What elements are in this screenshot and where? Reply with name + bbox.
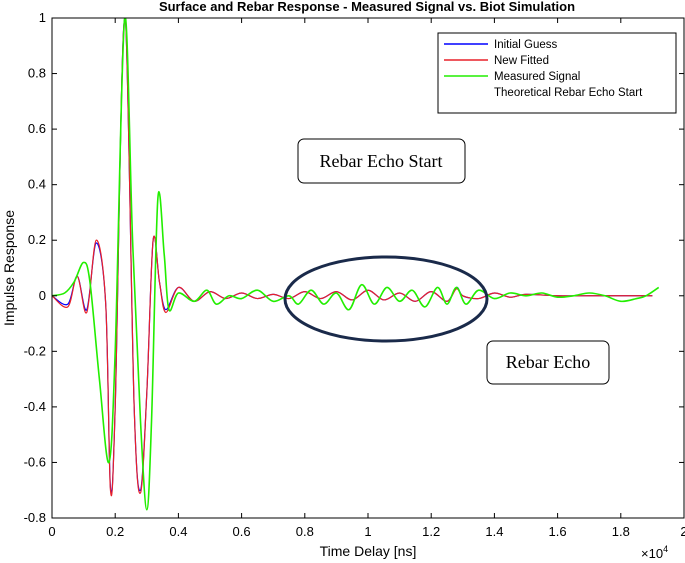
x-tick-label: 0.6 (233, 524, 251, 539)
x-axis-label: Time Delay [ns] (320, 543, 417, 559)
chart-title: Surface and Rebar Response - Measured Si… (159, 0, 575, 14)
legend-box (437, 32, 677, 114)
x-tick-label: 2 (680, 524, 685, 539)
annotation-echo-start: Rebar Echo Start (297, 138, 466, 184)
x-tick-label: 1.4 (485, 524, 503, 539)
legend-label: Initial Guess (494, 39, 558, 51)
x-tick-label: 1.2 (422, 524, 440, 539)
y-tick-label: 0.6 (28, 121, 46, 136)
echo-start-box (297, 138, 466, 184)
y-tick-label: -0.8 (24, 510, 46, 525)
echo-label: Rebar Echo (506, 352, 590, 372)
series-line-new-fitted (52, 18, 653, 497)
annotation-echo: Rebar Echo (486, 340, 610, 385)
echo-ellipse (283, 255, 489, 343)
legend: Initial Guess New Fitted Measured Signal Th… (437, 32, 677, 114)
y-tick-label: -0.4 (24, 399, 46, 414)
legend-label: Measured Signal (494, 71, 580, 83)
y-tick-label: 1 (39, 10, 46, 25)
y-axis-label: Impulse Response (1, 210, 17, 326)
y-tick-label: 0.8 (28, 66, 46, 81)
y-tick-label: -0.2 (24, 343, 46, 358)
legend-label: New Fitted (494, 55, 549, 67)
y-tick-label: -0.6 (24, 454, 46, 469)
x-tick-label: 1.8 (612, 524, 630, 539)
x-tick-label: 0.2 (106, 524, 124, 539)
x-tick-label: 0.4 (169, 524, 187, 539)
x-tick-label: 0.8 (296, 524, 314, 539)
x-tick-label: 0 (48, 524, 55, 539)
y-tick-label: 0 (39, 288, 46, 303)
echo-start-label: Rebar Echo Start (320, 151, 443, 171)
ticks-layer: 0 0.2 0.4 0.6 0.8 1 1.2 1.4 1.6 1.8 2 -0.8 -0.6 -0.4 -… (24, 10, 685, 539)
y-tick-label: 0.2 (28, 232, 46, 247)
echo-box (486, 340, 610, 385)
legend-label: Theoretical Rebar Echo Start (494, 87, 643, 99)
x-multiplier: ×104 (641, 544, 668, 561)
x-tick-label: 1 (364, 524, 371, 539)
x-tick-label: 1.6 (549, 524, 567, 539)
y-tick-label: 0.4 (28, 177, 46, 192)
